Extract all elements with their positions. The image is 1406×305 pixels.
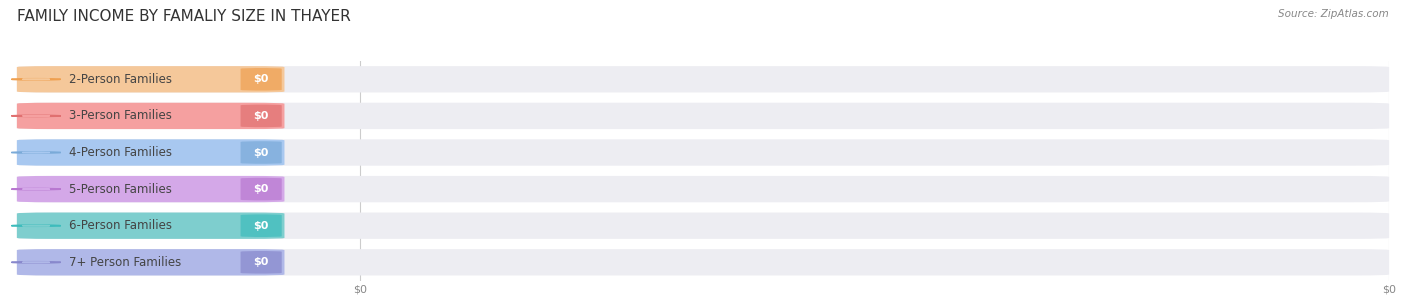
Text: FAMILY INCOME BY FAMALIY SIZE IN THAYER: FAMILY INCOME BY FAMALIY SIZE IN THAYER (17, 9, 350, 24)
FancyBboxPatch shape (240, 251, 281, 274)
FancyBboxPatch shape (17, 103, 284, 129)
Text: $0: $0 (253, 74, 269, 84)
Circle shape (22, 262, 49, 263)
Text: 6-Person Families: 6-Person Families (69, 219, 172, 232)
FancyBboxPatch shape (17, 213, 284, 239)
Text: 4-Person Families: 4-Person Families (69, 146, 172, 159)
FancyBboxPatch shape (17, 139, 284, 166)
FancyBboxPatch shape (17, 66, 284, 92)
Circle shape (22, 152, 49, 153)
FancyBboxPatch shape (240, 178, 281, 200)
FancyBboxPatch shape (17, 249, 284, 275)
Text: $0: $0 (253, 257, 269, 267)
Text: $0: $0 (253, 148, 269, 157)
Text: 2-Person Families: 2-Person Families (69, 73, 172, 86)
Text: 7+ Person Families: 7+ Person Families (69, 256, 181, 269)
FancyBboxPatch shape (17, 66, 1389, 92)
FancyBboxPatch shape (17, 176, 1389, 202)
FancyBboxPatch shape (17, 249, 1389, 275)
Text: Source: ZipAtlas.com: Source: ZipAtlas.com (1278, 9, 1389, 19)
FancyBboxPatch shape (17, 139, 1389, 166)
Text: $0: $0 (253, 111, 269, 121)
Circle shape (22, 79, 49, 80)
Text: 3-Person Families: 3-Person Families (69, 109, 172, 122)
FancyBboxPatch shape (240, 68, 281, 91)
FancyBboxPatch shape (17, 103, 1389, 129)
FancyBboxPatch shape (240, 141, 281, 164)
FancyBboxPatch shape (240, 214, 281, 237)
FancyBboxPatch shape (240, 105, 281, 127)
Text: $0: $0 (253, 184, 269, 194)
Circle shape (11, 152, 60, 153)
Circle shape (11, 188, 60, 190)
Circle shape (11, 115, 60, 117)
Circle shape (22, 225, 49, 226)
Circle shape (11, 225, 60, 226)
Circle shape (11, 262, 60, 263)
Circle shape (11, 79, 60, 80)
Text: 5-Person Families: 5-Person Families (69, 183, 172, 196)
Text: $0: $0 (253, 221, 269, 231)
FancyBboxPatch shape (17, 176, 284, 202)
FancyBboxPatch shape (17, 213, 1389, 239)
